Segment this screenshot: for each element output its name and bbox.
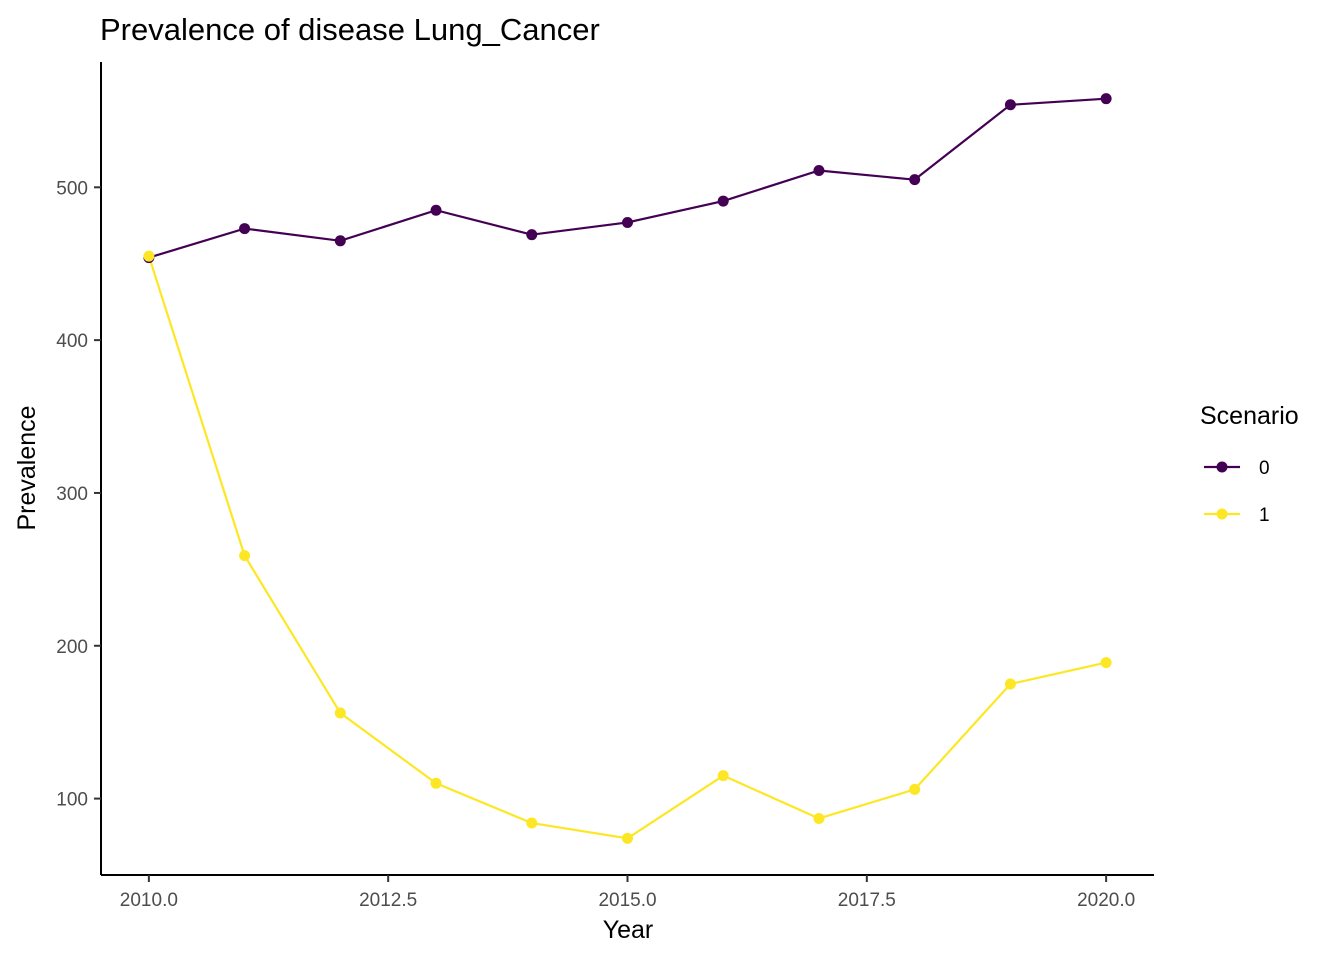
legend-label: 0	[1259, 458, 1270, 479]
legend-key-point	[1216, 508, 1228, 520]
data-point-series-1	[1004, 678, 1016, 690]
series-line-0	[148, 97, 1107, 259]
series-line-1	[147, 255, 1107, 840]
data-point-series-0	[717, 195, 729, 207]
data-point-series-1	[622, 832, 633, 844]
data-point-series-1	[143, 250, 155, 262]
data-point-series-0	[430, 204, 442, 216]
data-point-series-0	[526, 229, 538, 241]
data-point-series-1	[909, 783, 921, 795]
chart-title: Prevalence of disease Lung_Cancer	[100, 12, 600, 47]
legend-label: 1	[1259, 505, 1270, 526]
y-tick-label: 400	[56, 331, 88, 352]
series-group	[143, 93, 1112, 844]
y-axis-title: Prevalence	[13, 405, 41, 530]
axes	[100, 62, 1154, 876]
x-tick-label: 2015.0	[598, 890, 656, 911]
x-tick-label: 2020.0	[1077, 890, 1135, 911]
x-tick-label: 2010.0	[120, 890, 178, 911]
y-tick-label: 300	[56, 484, 88, 505]
x-axis-title: Year	[603, 916, 654, 944]
legend-title: Scenario	[1200, 402, 1299, 430]
data-point-series-1	[526, 817, 538, 829]
data-point-series-0	[813, 165, 825, 177]
x-ticks: 2010.0 2012.5 2015.0 2017.5 2020.0	[120, 875, 1135, 911]
y-tick-label: 200	[56, 637, 88, 658]
data-point-series-0	[239, 223, 251, 235]
data-point-series-1	[430, 777, 442, 789]
data-point-series-0	[334, 235, 346, 247]
y-tick-label: 500	[56, 178, 88, 199]
data-point-series-0	[1100, 93, 1112, 105]
legend: Scenario 0 1	[1200, 402, 1299, 526]
x-tick-label: 2012.5	[359, 890, 417, 911]
y-tick-label: 100	[56, 790, 88, 811]
data-point-series-0	[1004, 99, 1016, 111]
x-tick-label: 2017.5	[838, 890, 896, 911]
data-point-series-1	[813, 812, 825, 824]
data-point-series-1	[334, 707, 346, 719]
data-point-series-0	[622, 216, 633, 228]
legend-key-point	[1216, 461, 1228, 473]
data-point-series-1	[239, 550, 251, 562]
data-point-series-0	[909, 174, 921, 186]
y-ticks: 100 200 300 400 500	[56, 178, 101, 811]
data-point-series-1	[1100, 657, 1112, 669]
data-point-series-1	[717, 770, 729, 782]
